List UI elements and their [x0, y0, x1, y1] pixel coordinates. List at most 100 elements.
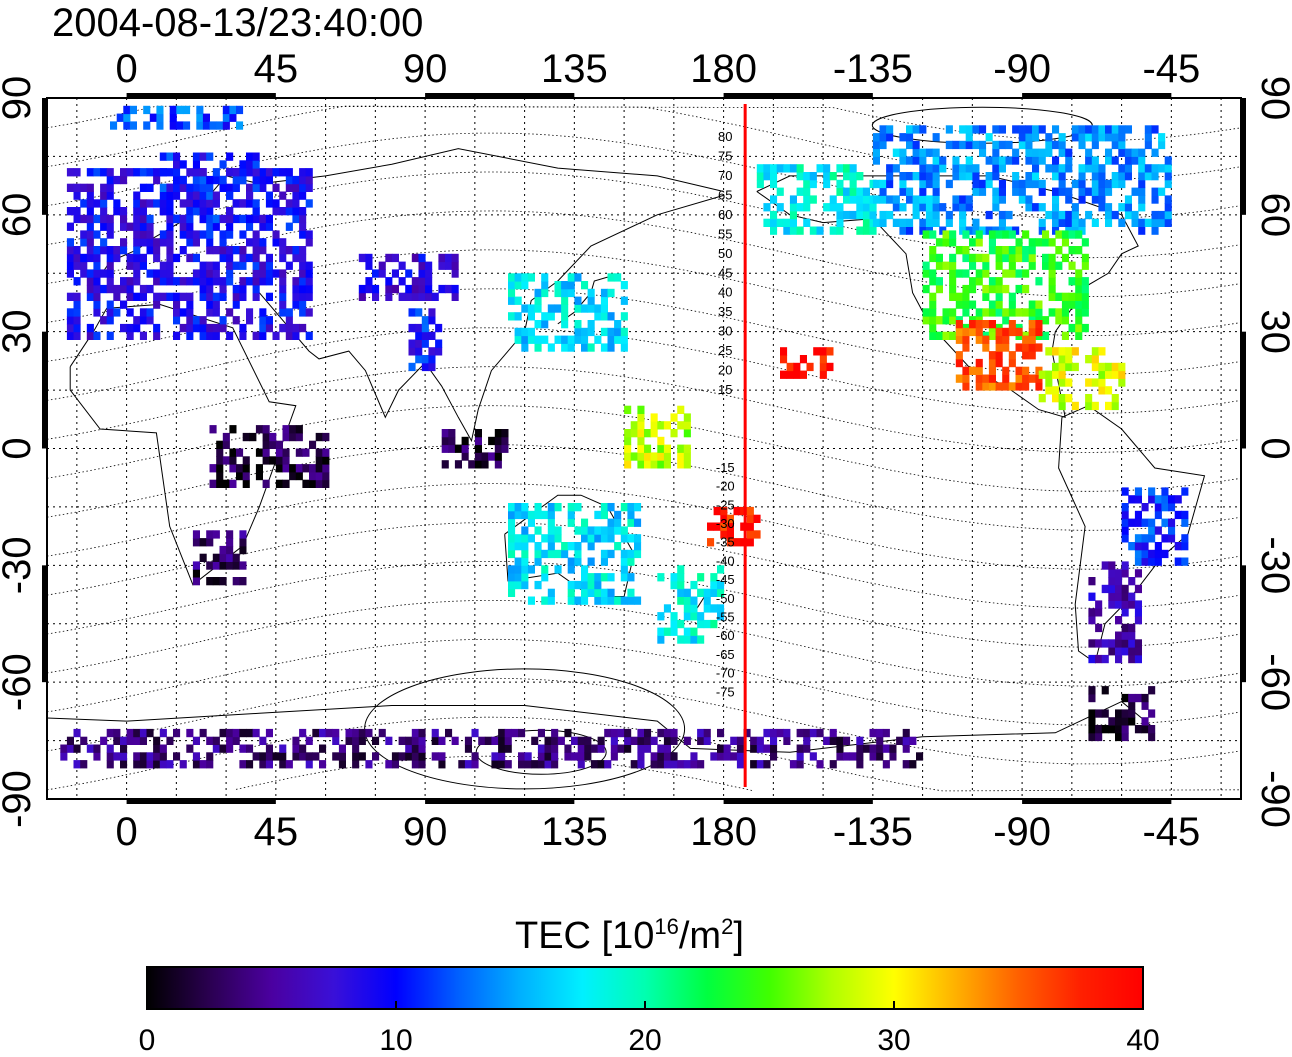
tec-cell: [979, 148, 987, 157]
tec-cell: [66, 316, 74, 325]
tec-cell: [173, 331, 181, 340]
tec-cell: [959, 218, 967, 227]
tec-cell: [206, 331, 214, 340]
tec-cell: [1012, 156, 1020, 165]
tec-cell: [206, 736, 214, 745]
tec-cell: [146, 284, 154, 294]
tec-cell: [819, 362, 827, 372]
tec-cell: [166, 253, 174, 263]
mlat-contour: [47, 600, 1241, 687]
tec-cell: [962, 374, 970, 383]
tec-cell: [1025, 179, 1033, 189]
tec-cell: [192, 760, 200, 769]
tec-cell: [292, 277, 300, 286]
tec-cell: [279, 168, 287, 177]
tec-cell: [634, 549, 642, 559]
tec-cell: [637, 421, 645, 430]
tec-cell: [703, 588, 711, 597]
tec-cell: [239, 728, 247, 738]
tec-cell: [600, 312, 608, 321]
tec-cell: [1052, 347, 1060, 356]
tec-region-new-zealand: [657, 565, 725, 644]
tec-cell: [584, 736, 592, 745]
tec-cell: [1111, 133, 1119, 142]
tec-cell: [872, 148, 880, 157]
tec-cell: [1015, 284, 1023, 294]
tec-cell: [919, 195, 927, 204]
tec-cell: [906, 140, 914, 150]
tec-cell: [995, 292, 1003, 301]
tec-cell: [1088, 608, 1096, 617]
tec-cell: [252, 246, 260, 255]
tec-cell: [508, 296, 516, 305]
tec-cell: [843, 187, 851, 196]
tec-cell: [1022, 374, 1030, 383]
tec-cell: [1128, 647, 1136, 656]
tec-cell: [879, 125, 887, 134]
tec-cell: [823, 179, 831, 189]
tec-cell: [1134, 639, 1142, 648]
tec-cell: [246, 152, 254, 161]
tec-cell: [527, 565, 535, 574]
tec-cell: [932, 156, 940, 165]
tec-cell: [236, 471, 244, 481]
tec-cell: [1088, 732, 1096, 742]
tec-cell: [398, 752, 406, 761]
tec-cell: [561, 296, 569, 305]
tec-cell: [1042, 238, 1050, 247]
tec-cell: [690, 760, 698, 769]
mlat-label: 45: [718, 265, 732, 280]
tec-cell: [736, 744, 744, 753]
tec-cell: [1058, 148, 1066, 157]
tec-cell: [322, 471, 330, 481]
tec-cell: [789, 210, 797, 220]
tec-cell: [627, 588, 635, 597]
tec-cell: [534, 335, 542, 344]
tec-cell: [650, 460, 658, 469]
tec-cell: [1164, 203, 1172, 212]
tec-cell: [1058, 362, 1066, 372]
tec-cell: [1058, 172, 1066, 181]
mlat-contour: [47, 638, 1241, 726]
tec-cell: [965, 195, 973, 204]
tec-cell: [441, 429, 449, 438]
tec-cell: [1055, 246, 1063, 255]
tec-cell: [796, 172, 804, 181]
tec-cell: [80, 238, 88, 247]
tec-cell: [969, 284, 977, 294]
tec-cell: [282, 425, 290, 434]
tec-cell: [650, 736, 658, 745]
lat-left-tick-label: -30: [0, 536, 39, 594]
tec-cell: [206, 300, 214, 309]
tec-cell: [650, 413, 658, 422]
tec-cell: [1018, 195, 1026, 204]
tec-cell: [935, 316, 943, 325]
tec-cell: [1052, 195, 1060, 204]
tec-cell: [159, 752, 167, 761]
tec-cell: [607, 327, 615, 337]
tec-cell: [879, 187, 887, 196]
tec-cell: [252, 160, 260, 169]
tec-cell: [843, 210, 851, 220]
tec-cell: [232, 168, 240, 177]
tec-cell: [521, 510, 529, 520]
tec-cell: [259, 308, 267, 317]
tec-cell: [86, 246, 94, 255]
tec-cell: [1032, 203, 1040, 212]
tec-cell: [600, 503, 608, 512]
tec-cell: [173, 300, 181, 309]
tec-cell: [922, 284, 930, 294]
tec-cell: [683, 452, 691, 461]
tec-cell: [216, 440, 224, 449]
tec-cell: [1108, 584, 1116, 594]
tec-cell: [929, 230, 937, 239]
tec-cell: [1048, 284, 1056, 294]
tec-cell: [272, 183, 280, 192]
tec-cell: [1022, 253, 1030, 263]
tec-cell: [252, 238, 260, 247]
tec-cell: [1148, 686, 1156, 695]
tec-cell: [1105, 362, 1113, 372]
tec-cell: [776, 218, 784, 227]
tec-cell: [1115, 584, 1123, 594]
tec-cell: [1121, 600, 1129, 609]
